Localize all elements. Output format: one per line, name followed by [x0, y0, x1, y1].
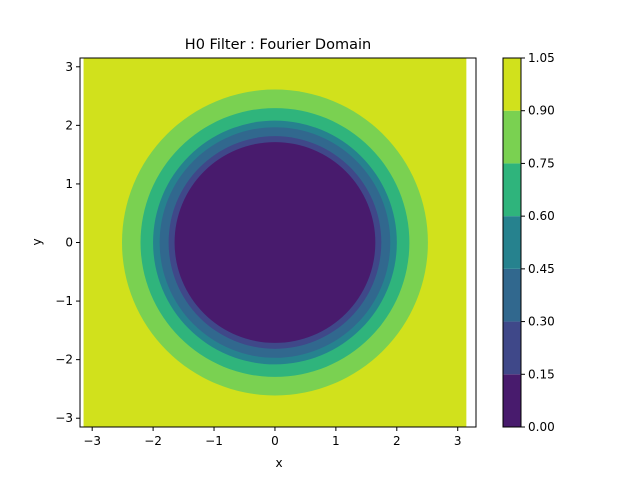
colorbar: 0.00 0.15 0.30 0.45 0.60 0.75 0.90 1.05 [502, 51, 555, 434]
colorbar-tick-label: 0.60 [528, 209, 555, 223]
contour-fills [83, 58, 467, 427]
colorbar-band [503, 374, 521, 427]
colorbar-bands [503, 58, 521, 427]
colorbar-tick-label: 0.30 [528, 315, 555, 329]
y-tick-label: −1 [55, 294, 73, 308]
y-tick-label: 1 [65, 177, 73, 191]
colorbar-tick-label: 0.75 [528, 156, 555, 170]
x-tick-label: −1 [205, 434, 223, 448]
y-tick-label: 3 [65, 60, 73, 74]
colorbar-tick-label: 0.45 [528, 262, 555, 276]
chart-title: H0 Filter : Fourier Domain [185, 37, 371, 53]
y-tick-label: −3 [55, 411, 73, 425]
x-tick-label: 1 [332, 434, 340, 448]
colorbar-tick-label: 0.15 [528, 367, 555, 381]
colorbar-band [503, 110, 521, 164]
x-tick-label: 3 [454, 434, 462, 448]
colorbar-tick-label: 0.90 [528, 104, 555, 118]
x-axis-label: x [275, 456, 282, 470]
colorbar-band [503, 268, 521, 322]
y-tick-label: 0 [65, 236, 73, 250]
colorbar-band [503, 163, 521, 217]
colorbar-tick-label: 1.05 [528, 51, 555, 65]
y-tick-label: −2 [55, 353, 73, 367]
colorbar-band [503, 216, 521, 269]
colorbar-band [503, 58, 521, 111]
y-tick-label: 2 [65, 118, 73, 132]
y-axis-label: y [30, 238, 44, 245]
x-tick-label: −2 [144, 434, 162, 448]
x-axis-ticks: −3 −2 −1 0 1 2 3 [83, 427, 462, 448]
x-tick-label: 2 [393, 434, 401, 448]
colorbar-frame [502, 57, 522, 428]
colorbar-tick-label: 0.00 [528, 420, 555, 434]
plot-area [79, 57, 477, 428]
colorbar-ticks: 0.00 0.15 0.30 0.45 0.60 0.75 0.90 1.05 [521, 51, 555, 434]
contour-band-0 [174, 142, 376, 343]
x-tick-label: 0 [271, 434, 279, 448]
y-axis-ticks: −3 −2 −1 0 1 2 3 [55, 60, 80, 425]
colorbar-band [503, 321, 521, 375]
x-tick-label: −3 [83, 434, 101, 448]
